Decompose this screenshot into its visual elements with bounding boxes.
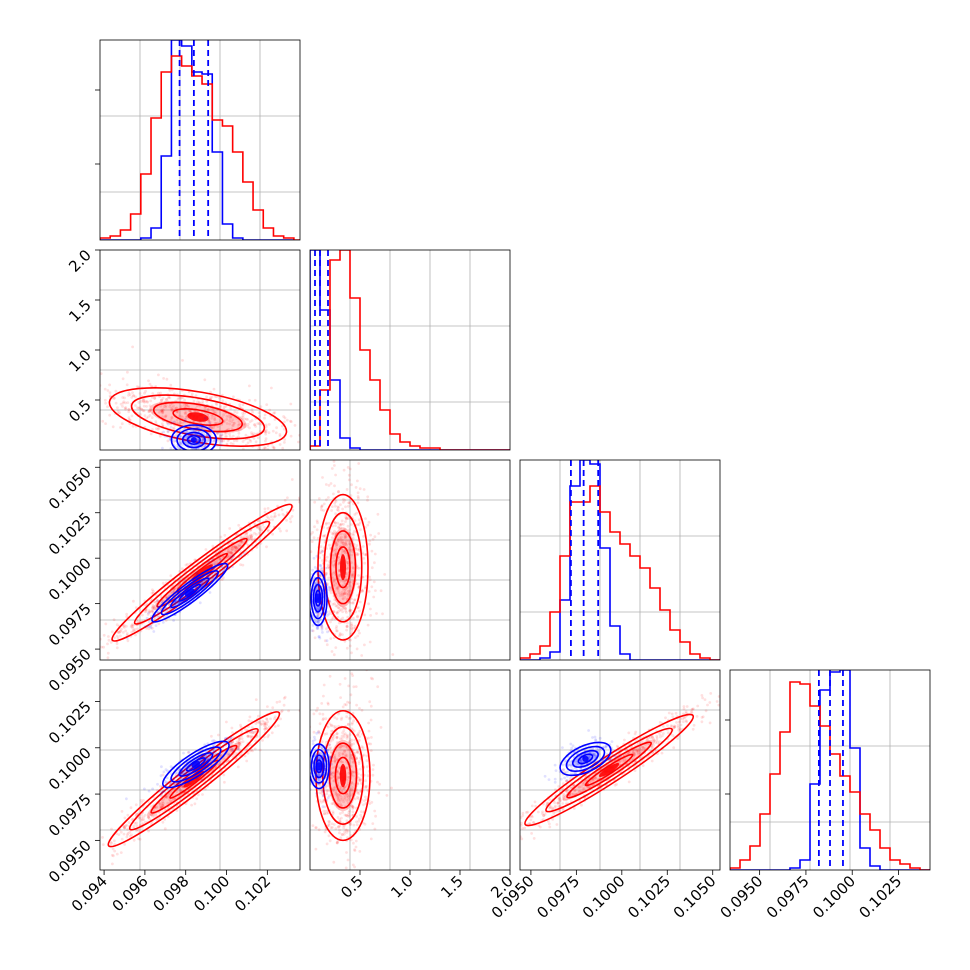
panel-frame-p3 — [519, 459, 721, 661]
x-tick-label-p1-2: 0.098 — [149, 872, 192, 915]
panel-frame-p1-p3 — [99, 459, 301, 661]
panel-frame-p2 — [309, 249, 511, 451]
hist-line-p1-blue — [100, 40, 294, 240]
hist-line-p2-blue — [310, 250, 510, 450]
y-tick-label-p4-3: 0.1025 — [45, 698, 95, 748]
contours-red — [317, 493, 369, 641]
y-tick-label-p3-1: 0.0975 — [45, 600, 95, 650]
grid-p2-p4 — [310, 670, 510, 870]
x-tick-label-p4-2: 0.1000 — [809, 872, 859, 922]
y-tick-label-p4-0: 0.0950 — [45, 836, 95, 886]
panel-frame-p3-p4 — [519, 669, 721, 871]
y-tick-label-p2-1: 1.0 — [65, 346, 95, 376]
x-tick-label-p1-0: 0.094 — [68, 872, 111, 915]
hist-line-p1-red — [100, 55, 300, 240]
contours-blue — [151, 562, 229, 623]
panel-frame-p1-p4 — [99, 669, 301, 871]
density-panel-p1-p2 — [99, 249, 301, 451]
density-panel-p1-p4 — [99, 669, 301, 871]
x-tick-label-p2-2: 1.5 — [437, 872, 467, 902]
x-tick-label-p4-0: 0.0950 — [717, 872, 767, 922]
histogram-panel-p1 — [95, 39, 301, 241]
grid-p1-p3 — [100, 460, 300, 660]
scatter-red — [520, 692, 720, 841]
y-tick-label-p3-3: 0.1025 — [45, 509, 95, 559]
y-tick-label-p3-4: 0.1050 — [45, 463, 95, 513]
x-tick-label-p3-2: 0.1000 — [579, 872, 629, 922]
x-tick-label-p1-4: 0.102 — [231, 872, 274, 915]
y-tick-label-p4-1: 0.0975 — [45, 790, 95, 840]
x-tick-label-p2-1: 1.0 — [387, 872, 417, 902]
histogram-panel-p3 — [519, 459, 721, 661]
grid-p1 — [100, 40, 300, 240]
x-tick-label-p1-3: 0.100 — [190, 872, 233, 915]
contours-blue — [559, 741, 612, 777]
hist-line-p2-red — [310, 250, 510, 450]
x-tick-label-p2-0: 0.5 — [337, 872, 367, 902]
x-tick-label-p1-1: 0.096 — [109, 872, 152, 915]
y-tick-label-p3-2: 0.1000 — [45, 554, 95, 604]
histogram-panel-p2 — [309, 249, 511, 451]
panel-frame-p4 — [729, 669, 931, 871]
panel-frame-p2-p3 — [309, 459, 511, 661]
y-tick-label-p2-3: 2.0 — [65, 246, 95, 276]
y-tick-label-p3-0: 0.0950 — [45, 645, 95, 695]
contours-red — [108, 387, 288, 447]
panel-frame-p1 — [99, 39, 301, 241]
density-panel-p2-p4 — [309, 669, 511, 871]
histogram-panel-p4 — [725, 669, 931, 871]
y-tick-label-p4-2: 0.1000 — [45, 744, 95, 794]
grid-p2-p3 — [310, 460, 510, 660]
hist-line-p3-red — [520, 485, 720, 660]
density-panel-p2-p3 — [309, 459, 511, 661]
x-tick-label-p4-3: 0.1025 — [855, 872, 905, 922]
x-tick-label-p3-1: 0.0975 — [533, 872, 583, 922]
x-tick-label-p3-4: 0.1050 — [670, 872, 720, 922]
x-tick-label-p3-3: 0.1025 — [624, 872, 674, 922]
y-tick-label-p2-2: 1.5 — [65, 296, 95, 326]
contours-blue — [310, 570, 328, 627]
x-tick-label-p4-1: 0.0975 — [763, 872, 813, 922]
hist-line-p3-blue — [520, 460, 720, 660]
y-tick-label-p2-0: 0.5 — [65, 396, 95, 426]
contours-blue — [310, 743, 330, 790]
contours-blue — [162, 740, 230, 789]
contours-blue — [170, 424, 218, 450]
density-panel-p3-p4 — [519, 669, 721, 871]
density-panel-p1-p3 — [99, 459, 301, 661]
